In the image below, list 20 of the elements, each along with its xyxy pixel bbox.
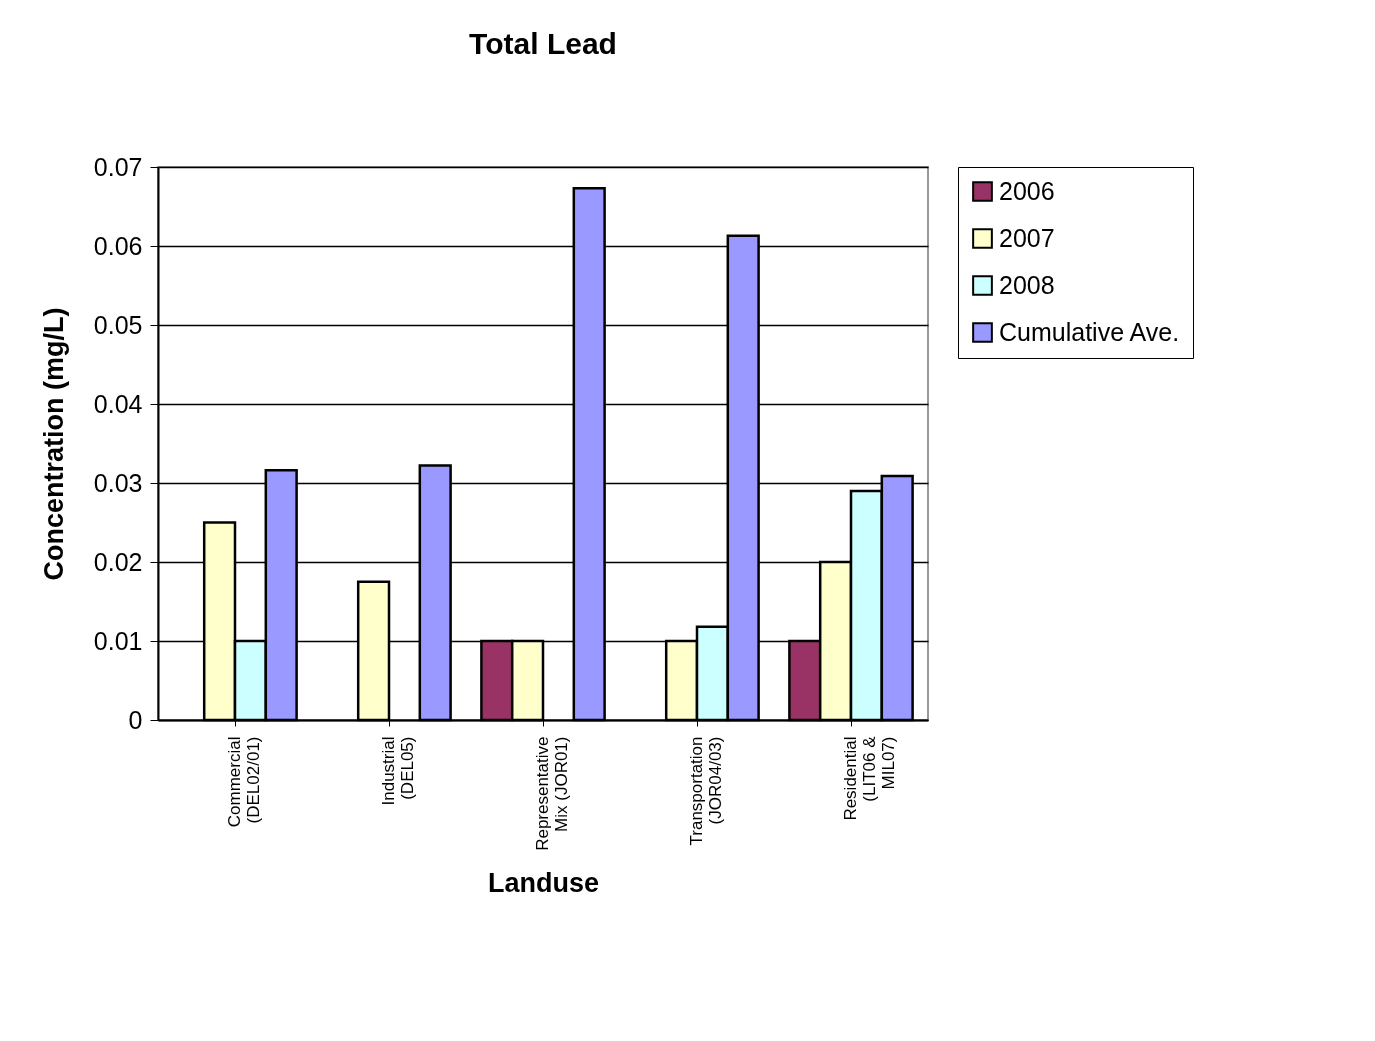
y-axis-title: Concentration (mg/L) — [38, 307, 69, 581]
y-tick-label: 0.02 — [93, 547, 143, 576]
x-axis-title: Landuse — [487, 867, 600, 898]
y-tick-label: 0.06 — [93, 231, 143, 260]
y-tick-label: 0.07 — [93, 152, 143, 181]
legend-label: 2006 — [999, 176, 1055, 205]
y-tick-label: 0.04 — [93, 389, 143, 418]
x-tick-label: Industrial (DEL05) — [379, 736, 417, 806]
legend-label: 2007 — [999, 223, 1055, 252]
x-tick-label: Transportation (JOR04/03) — [687, 736, 725, 846]
y-tick-label: 0.03 — [93, 468, 143, 497]
chart-title: Total Lead — [469, 27, 617, 60]
legend-label: Cumulative Ave. — [999, 317, 1180, 346]
y-tick-label: 0 — [128, 705, 143, 734]
y-tick-label: 0.05 — [93, 310, 143, 339]
legend-label: 2008 — [999, 270, 1055, 299]
y-tick-label: 0.01 — [93, 626, 143, 655]
x-tick-label: Commercial (DEL02/01) — [225, 736, 263, 828]
x-tick-label: Residential (LIT06 & MIL07) — [841, 735, 898, 821]
x-tick-label: Representative Mix (JOR01) — [533, 736, 571, 851]
